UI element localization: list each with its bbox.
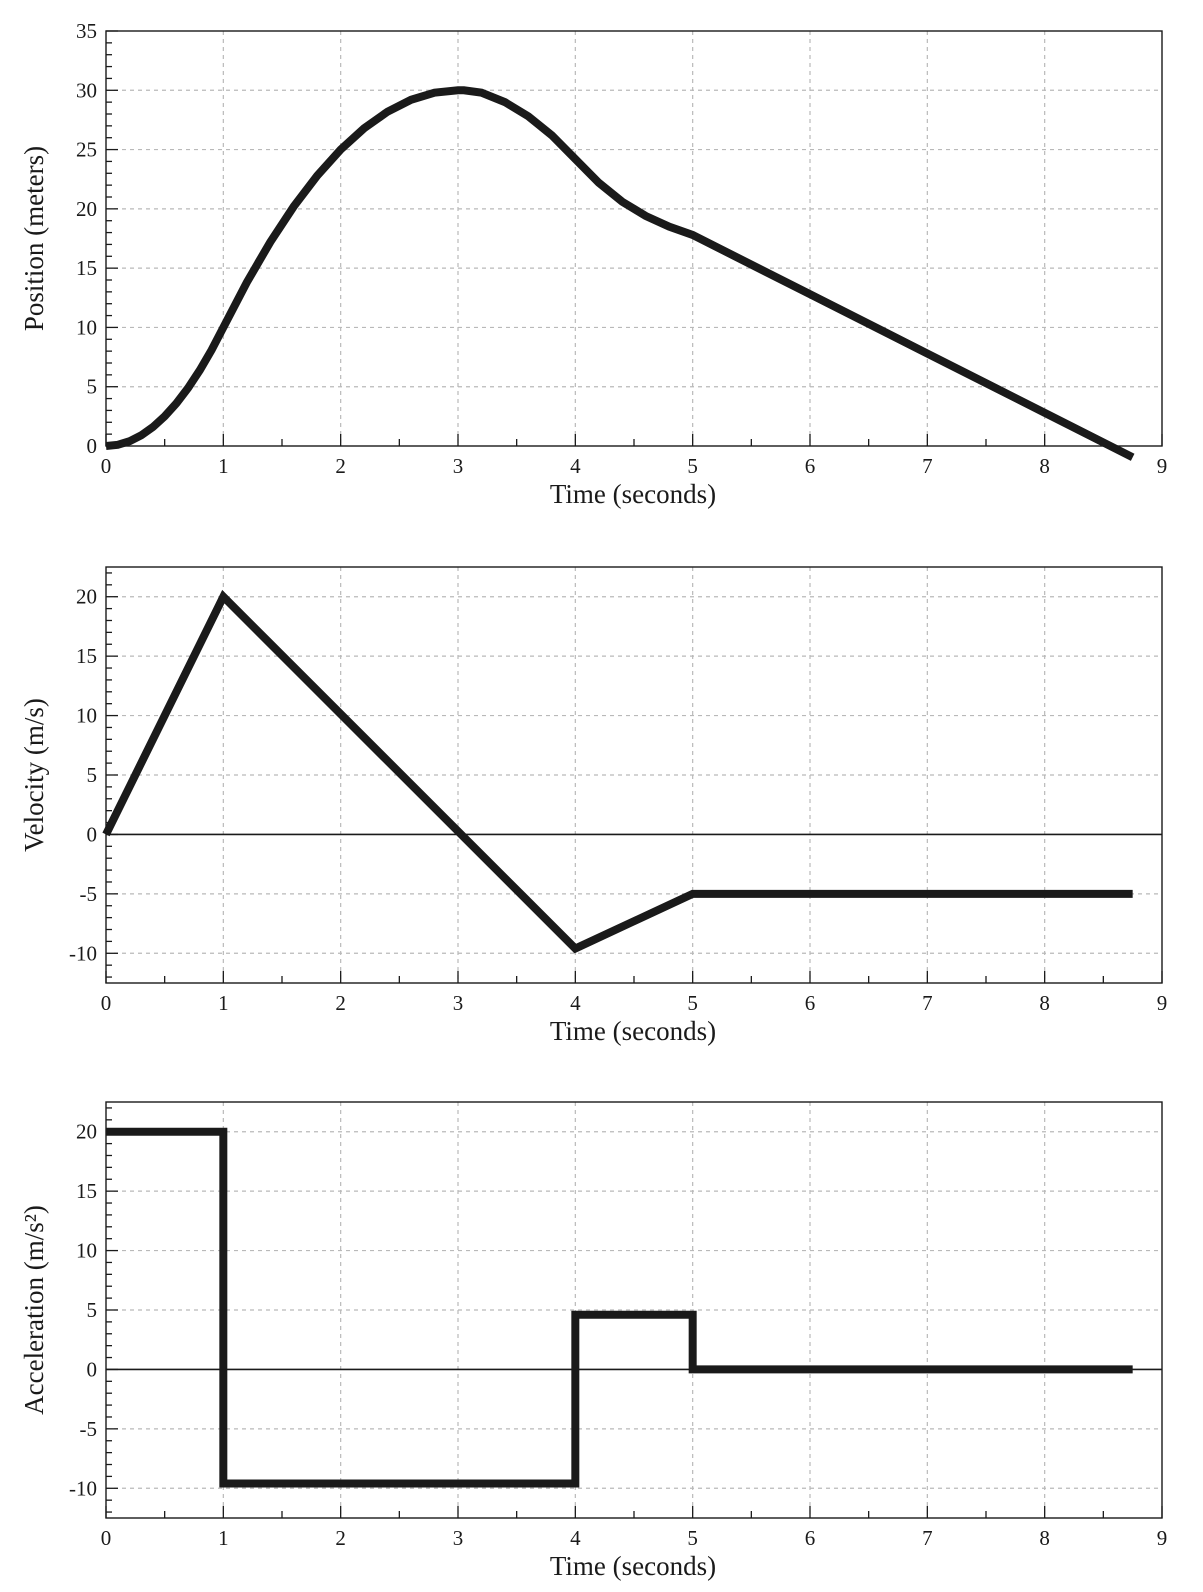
chart-panel-3: 0 1 2 3 4 5 6 7 8 9 -10 -5 0 5 10 15 20 Time (seconds) Acc… (19, 1101, 1168, 1581)
y-tick-label: 20 (76, 585, 97, 609)
y-tick-label: 20 (76, 197, 97, 221)
x-tick-label: 2 (335, 454, 346, 478)
x-tick-label: 9 (1157, 454, 1168, 478)
x-tick-label: 6 (805, 1526, 816, 1550)
x-axis-title: Time (seconds) (550, 1551, 716, 1581)
x-tick-label: 4 (570, 991, 581, 1015)
y-tick-label: 0 (87, 1357, 98, 1381)
y-tick-label: 0 (87, 822, 98, 846)
y-tick-label: 25 (76, 138, 97, 162)
x-tick-label: 0 (101, 454, 112, 478)
x-axis-title: Time (seconds) (550, 479, 716, 509)
y-tick-label: 5 (87, 763, 98, 787)
y-tick-label: 15 (76, 1179, 97, 1203)
y-tick-label: 30 (76, 78, 97, 102)
x-tick-label: 5 (687, 1526, 698, 1550)
x-tick-label: 3 (453, 991, 464, 1015)
y-tick-label: -5 (80, 1417, 98, 1441)
plot-frame (105, 30, 1163, 447)
y-tick-label: 15 (76, 644, 97, 668)
x-tick-label: 6 (805, 454, 816, 478)
x-tick-label: 9 (1157, 1526, 1168, 1550)
x-tick-label: 0 (101, 1526, 112, 1550)
x-tick-label: 7 (922, 991, 933, 1015)
y-axis-title: Velocity (m/s) (19, 698, 49, 852)
x-tick-label: 2 (335, 991, 346, 1015)
series-line-1 (105, 86, 1135, 461)
x-tick-label: 1 (218, 454, 229, 478)
x-tick-label: 0 (101, 991, 112, 1015)
y-tick-label: -10 (69, 941, 97, 965)
x-tick-label: 4 (570, 454, 581, 478)
x-tick-label: 3 (453, 454, 464, 478)
x-tick-label: 1 (218, 1526, 229, 1550)
y-tick-label: -5 (80, 882, 98, 906)
y-tick-label: 5 (87, 1298, 98, 1322)
y-tick-label: 0 (87, 434, 98, 458)
x-tick-label: 1 (218, 991, 229, 1015)
x-tick-label: 8 (1039, 1526, 1050, 1550)
x-tick-label: 6 (805, 991, 816, 1015)
x-tick-label: 7 (922, 454, 933, 478)
y-tick-label: 20 (76, 1120, 97, 1144)
x-tick-label: 8 (1039, 454, 1050, 478)
y-tick-label: 10 (76, 1239, 97, 1263)
x-tick-label: 9 (1157, 991, 1168, 1015)
y-tick-label: 10 (76, 704, 97, 728)
x-tick-label: 2 (335, 1526, 346, 1550)
y-tick-label: 15 (76, 256, 97, 280)
series-line-1 (106, 1127, 1133, 1488)
series-line-1 (102, 589, 1133, 954)
y-tick-label: 5 (87, 375, 98, 399)
y-axis-title: Position (meters) (19, 146, 49, 331)
chart-panel-2: 0 1 2 3 4 5 6 7 8 9 -10 -5 0 5 10 15 20 Time (seconds) Vel… (19, 566, 1168, 1046)
x-axis-title: Time (seconds) (550, 1016, 716, 1046)
y-tick-label: 35 (76, 19, 97, 43)
x-tick-label: 5 (687, 454, 698, 478)
x-tick-label: 8 (1039, 991, 1050, 1015)
y-axis-title: Acceleration (m/s²) (19, 1205, 49, 1415)
x-tick-label: 5 (687, 991, 698, 1015)
y-tick-label: -10 (69, 1476, 97, 1500)
x-tick-label: 7 (922, 1526, 933, 1550)
y-tick-label: 10 (76, 315, 97, 339)
x-tick-label: 3 (453, 1526, 464, 1550)
x-tick-label: 4 (570, 1526, 581, 1550)
chart-panel-1: 0 1 2 3 4 5 6 7 8 9 0 5 10 15 20 25 30 35 Time (seconds) Po… (19, 19, 1167, 509)
